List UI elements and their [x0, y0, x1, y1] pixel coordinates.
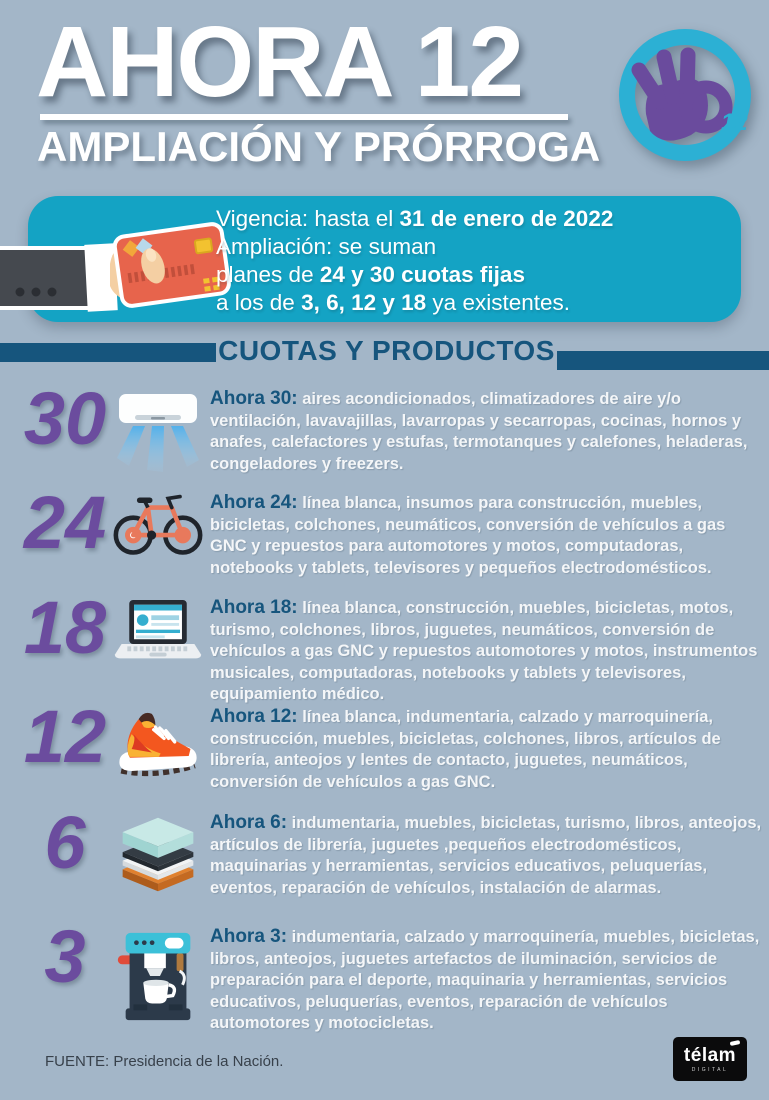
plan-description: Ahora 30: aires acondicionados, climatiz… — [210, 388, 764, 475]
plan-number: 30 — [23, 377, 107, 460]
books-icon — [122, 817, 194, 892]
sneaker-icon — [119, 712, 197, 777]
banner-text: Vigencia: hasta el 31 de enero de 2022 A… — [216, 205, 613, 317]
plan-items: indumentaria, calzado y marroquinería, m… — [210, 928, 760, 1032]
plan-title: Ahora 6: — [210, 812, 288, 833]
coffee-machine-icon — [117, 932, 191, 1021]
plan-title: Ahora 12: — [210, 706, 298, 727]
logo-12-text: 12 — [721, 109, 748, 136]
plan-title: Ahora 24: — [210, 492, 298, 513]
telam-logo-text: télam — [684, 1039, 741, 1065]
banner-line-2: Ampliación: se suman — [216, 234, 437, 259]
air-conditioner-icon — [117, 394, 199, 472]
plan-items: línea blanca, construcción, muebles, bic… — [210, 599, 758, 703]
validity-banner: Vigencia: hasta el 31 de enero de 2022 A… — [0, 196, 741, 322]
title-underline — [40, 114, 568, 120]
plan-description: Ahora 24: línea blanca, insumos para con… — [210, 492, 764, 579]
ahora12-ok-hand-icon: 12 — [619, 29, 751, 161]
bicycle-icon — [113, 494, 203, 555]
banner-line-4: a los de 3, 6, 12 y 18 ya existentes. — [216, 290, 570, 315]
plan-items: aires acondicionados, climatizadores de … — [210, 390, 748, 473]
banner-line-1: Vigencia: hasta el 31 de enero de 2022 — [216, 206, 614, 231]
telam-logo-subtext: DIGITAL — [691, 1066, 729, 1073]
laptop-icon — [114, 599, 202, 659]
plan-items: indumentaria, muebles, bicicletas, turis… — [210, 814, 762, 897]
plan-title: Ahora 3: — [210, 926, 288, 947]
plan-description: Ahora 3: indumentaria, calzado y marroqu… — [210, 926, 764, 1035]
plan-items: línea blanca, insumos para construcción,… — [210, 494, 726, 577]
plan-title: Ahora 30: — [210, 388, 298, 409]
telam-logo: télam DIGITAL — [673, 1037, 747, 1081]
telam-antenna-icon — [729, 1039, 741, 1046]
plan-number: 3 — [44, 915, 86, 998]
plan-number: 24 — [23, 481, 107, 564]
hand-credit-card-illustration — [0, 222, 231, 312]
plan-number: 18 — [23, 586, 107, 669]
plan-number: 6 — [44, 801, 86, 884]
heading-bar-left — [0, 343, 216, 362]
source-credit: FUENTE: Presidencia de la Nación. — [45, 1053, 284, 1070]
heading-bar-right — [557, 351, 769, 370]
plan-description: Ahora 12: línea blanca, indumentaria, ca… — [210, 706, 764, 793]
plan-items: línea blanca, indumentaria, calzado y ma… — [210, 708, 721, 791]
page-subtitle: AMPLIACIÓN Y PRÓRROGA — [37, 123, 601, 170]
section-heading: CUOTAS Y PRODUCTOS — [218, 335, 555, 366]
banner-line-3: planes de 24 y 30 cuotas fijas — [216, 262, 525, 287]
plan-number: 12 — [23, 695, 107, 778]
plan-description: Ahora 6: indumentaria, muebles, biciclet… — [210, 812, 764, 899]
plan-title: Ahora 18: — [210, 597, 298, 618]
plan-description: Ahora 18: línea blanca, construcción, mu… — [210, 597, 764, 706]
page-title: AHORA 12 — [36, 6, 524, 118]
